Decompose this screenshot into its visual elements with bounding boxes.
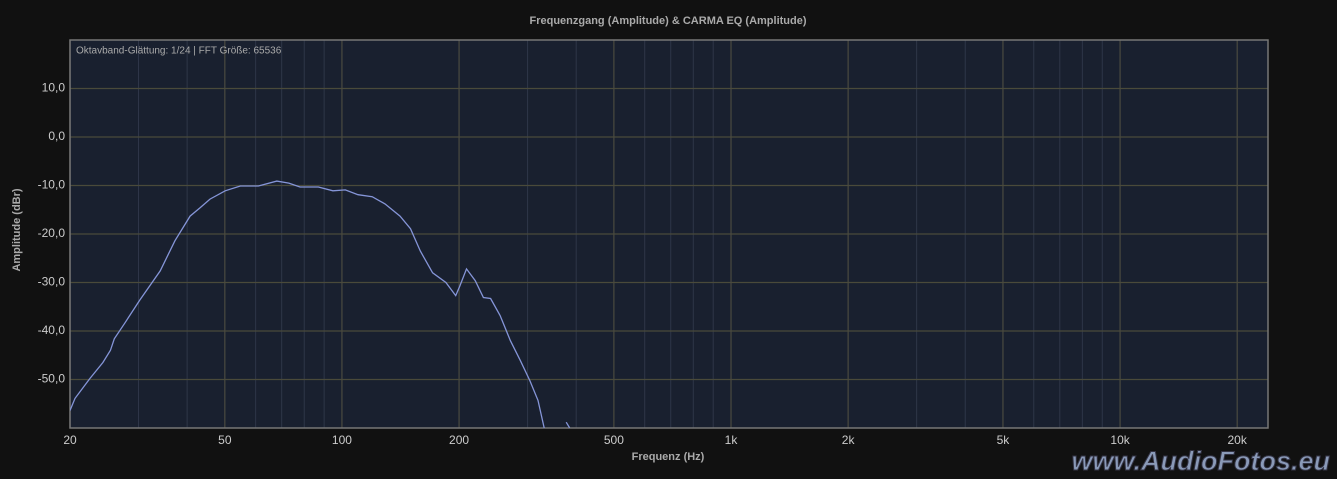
chart-title: Frequenzgang (Amplitude) & CARMA EQ (Amp… [529, 15, 806, 27]
x-tick-label: 200 [449, 433, 469, 447]
x-tick-label: 100 [332, 433, 352, 447]
x-tick-label: 20 [63, 433, 77, 447]
series-line [70, 180, 571, 428]
plot-border [69, 39, 1269, 429]
y-tick-label: 0,0 [48, 129, 65, 143]
x-tick-label: 2k [842, 433, 856, 447]
x-axis-label: Frequenz (Hz) [632, 451, 705, 463]
annotation: Oktavband-Glättung: 1/24 | FFT Größe: 65… [76, 46, 282, 57]
x-tick-label: 1k [725, 433, 739, 447]
x-tick-label: 500 [604, 433, 624, 447]
y-tick-label: 10,0 [42, 81, 66, 95]
y-tick-label: -40,0 [38, 323, 66, 337]
x-tick-label: 5k [997, 433, 1011, 447]
y-tick-label: -30,0 [38, 275, 66, 289]
x-tick-label: 50 [218, 433, 232, 447]
y-tick-label: -50,0 [38, 372, 66, 386]
x-tick-label: 10k [1110, 433, 1130, 447]
y-tick-label: -10,0 [38, 178, 66, 192]
y-axis-label: Amplitude (dBr) [11, 188, 23, 271]
y-tick-label: -20,0 [38, 226, 66, 240]
x-tick-label: 20k [1228, 433, 1248, 447]
watermark: www.AudioFotos.eu [1072, 446, 1331, 476]
